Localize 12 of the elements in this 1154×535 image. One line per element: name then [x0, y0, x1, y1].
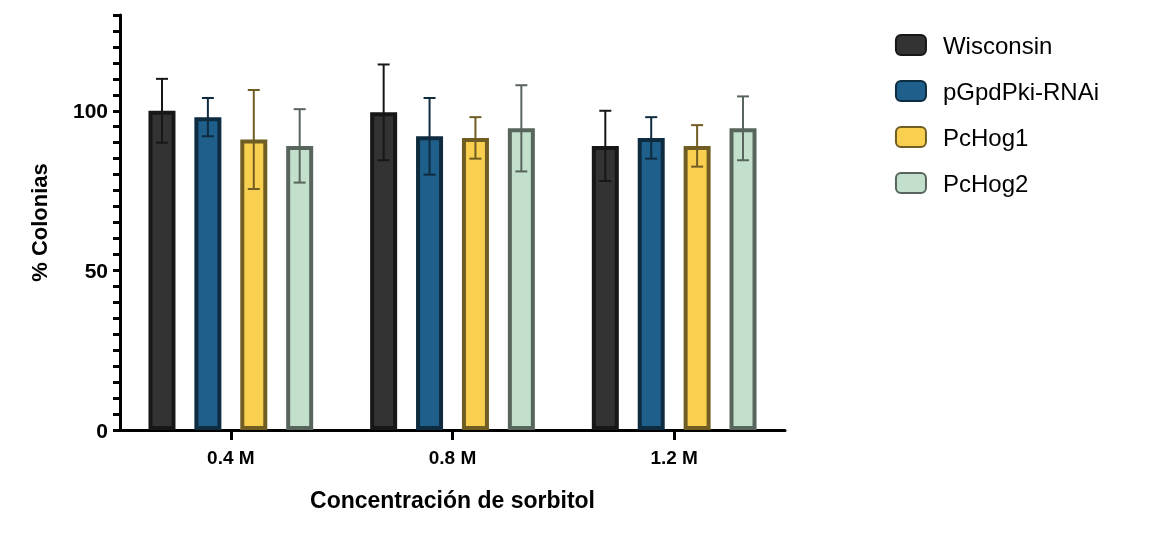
x-axis-title: Concentración de sorbitol — [310, 486, 595, 513]
y-tick-label: 0 — [96, 418, 108, 442]
x-tick-label: 0.4 M — [207, 447, 255, 468]
legend-label: PcHog2 — [942, 169, 1029, 197]
legend-label: Wisconsin — [942, 31, 1053, 59]
x-tick-label: 0.8 M — [428, 447, 477, 468]
y-tick-label: 50 — [84, 258, 108, 282]
legend-label: PcHog1 — [942, 123, 1029, 151]
y-tick-label: 100 — [72, 99, 108, 123]
y-axis-title: % Colonias — [26, 163, 52, 282]
legend-label: pGpdPki-RNAi — [942, 77, 1099, 105]
x-tick-label: 1.2 M — [650, 447, 698, 468]
